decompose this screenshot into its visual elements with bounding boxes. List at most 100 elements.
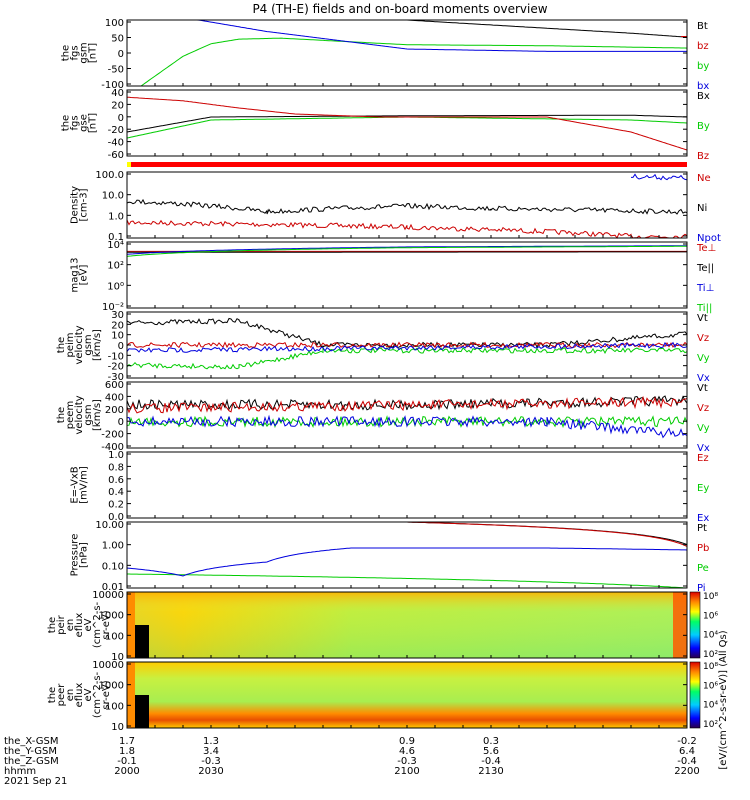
panel-density: Ne Ni Npot 100.0 10.0 1.0 0.1 Density[cm-3]: [70, 170, 721, 244]
y-tick-label: 0.1: [108, 232, 124, 243]
y-axis-label: E=-VxB[mV/m]: [70, 466, 90, 504]
y-axis-label-line: fgs: [70, 115, 81, 130]
series-line-Ti: [126, 245, 687, 255]
x-axis-tick-value: 1.3: [203, 736, 219, 747]
panel-frame: [126, 381, 688, 449]
y-tick-label: 0.4: [108, 487, 124, 498]
data-gap: [135, 625, 149, 658]
series-line-Pe: [127, 573, 688, 589]
y-tick-label: 100.0: [95, 170, 124, 181]
y-axis-label-line: [km/s]: [92, 329, 103, 361]
y-tick-label: -200: [101, 430, 124, 441]
legend-label: Bt: [697, 21, 708, 32]
y-axis-label-line: (cm^2-s-: [92, 671, 103, 718]
series-line-Pi: [126, 547, 688, 577]
y-tick-label: 0: [118, 341, 124, 352]
x-axis-tick-value: -0.4: [677, 756, 697, 767]
y-axis-label-line: E=-VxB: [70, 466, 81, 503]
legend-label: Bx: [697, 91, 710, 102]
colorbar-strip: [689, 591, 701, 659]
y-tick-label: -100: [101, 80, 124, 91]
x-axis-tick-value: 2130: [478, 766, 503, 777]
legend-label: Ne: [697, 173, 711, 184]
series-line-Npot: [631, 173, 688, 181]
legend-label: Pe: [697, 563, 709, 574]
series-line-Vt: [126, 395, 688, 411]
panel-fgs_gsm: Bt bz by bx 100 50 0 -50 -100 thefgsgsm[nT]: [61, 18, 710, 92]
y-axis-label: Pressure[nPa]: [70, 534, 90, 577]
y-axis-label-line: gsm: [83, 404, 94, 425]
x-axis-tick-value: -0.4: [481, 756, 501, 767]
y-tick-label: 1000: [99, 681, 124, 692]
y-axis-label-line: velocity: [74, 395, 85, 434]
x-axis-tick-value: 2030: [198, 766, 223, 777]
y-axis-label-line: eflux: [74, 613, 85, 638]
series-line-Vz: [126, 395, 688, 414]
y-axis-label: mag13[eV]: [70, 258, 90, 293]
series-line-Vt: [126, 317, 688, 349]
series-line-Bx: [126, 114, 688, 133]
series-line-Vx: [126, 341, 688, 353]
y-axis-label: thepeemvelocitygsm[km/s]: [56, 395, 103, 434]
spectrogram-image: [127, 662, 687, 728]
y-tick-label: 1.0: [108, 211, 124, 222]
y-tick-label: 10000: [92, 590, 124, 601]
series-line-Pt: [406, 521, 688, 545]
series-line-Ti: [126, 245, 687, 257]
y-axis-label: thepeimvelocitygsm[km/s]: [56, 325, 103, 364]
x-axis-tick-value: 0.3: [483, 736, 499, 747]
panel-pressure: Pt Pb Pe Pi 10.00 1.00 0.10 0.01 Pressure[nPa]: [70, 520, 710, 594]
colorbar: 10⁸ 10⁶ 10⁴ 10²: [689, 661, 718, 730]
colorbar-tick-label: 10²: [703, 720, 718, 730]
y-axis-label-line: the: [47, 617, 58, 633]
y-tick-label: -40: [108, 138, 124, 149]
y-axis-label: thefgsgse[nT]: [61, 113, 99, 133]
panel-temperature: Te⊥ Te|| Ti⊥ Ti|| 10⁴ 10² 10⁰ 10⁻² mag13[eV]: [70, 240, 717, 314]
legend-label: Vy: [697, 423, 710, 434]
y-tick-label: 10.0: [102, 191, 124, 202]
x-axis-tick-value: 2200: [674, 766, 699, 777]
y-tick-label: -20: [108, 125, 124, 136]
y-axis-label-line: en: [65, 619, 76, 632]
y-tick-label: 10⁻²: [102, 302, 124, 313]
y-axis-label-line: [km/s]: [92, 399, 103, 431]
y-tick-label: 10: [111, 722, 124, 733]
series-line-Ni: [126, 198, 688, 215]
y-axis-label-line: peem: [65, 401, 76, 429]
mode-bar-red: [127, 162, 687, 167]
y-axis-label-line: [eV]: [79, 265, 90, 286]
legend-label: by: [697, 61, 709, 72]
x-axis-tick-value: 5.6: [483, 746, 499, 757]
legend-label: Pt: [697, 523, 707, 534]
y-tick-label: 10.00: [95, 520, 124, 531]
x-axis-tick-value: 1.8: [119, 746, 135, 757]
y-tick-label: 10⁴: [107, 240, 124, 251]
series-line-Vz: [126, 341, 688, 349]
panel-efield: Ez Ey Ex 1.00.8 0.60.4 0.20.0 E=-VxB[mV/m]: [70, 450, 710, 524]
spectrogram-overlay: [127, 592, 687, 658]
y-tick-label: 0.01: [102, 582, 124, 593]
y-axis-label-line: the: [61, 115, 72, 131]
legend-label: bx: [697, 81, 709, 92]
legend-label: By: [697, 121, 710, 132]
colorbar-tick-label: 10⁸: [703, 592, 718, 602]
y-axis-label-line: (cm^2-s-: [92, 601, 103, 648]
y-axis-label-line: the: [56, 337, 67, 353]
y-axis-label: Density[cm-3]: [70, 186, 90, 224]
y-tick-label: -60: [108, 150, 124, 161]
mode-bar-yellow: [127, 162, 131, 167]
colorbar: 10⁸ 10⁶ 10⁴ 10²: [689, 591, 718, 660]
y-tick-label: -50: [108, 65, 124, 76]
spectrogram-edge-band: [673, 592, 687, 658]
spectrogram-start-band: [127, 662, 135, 728]
y-axis-label-line: Pressure: [70, 534, 81, 577]
y-tick-label: 100: [105, 18, 124, 29]
y-tick-label: -400: [101, 442, 124, 453]
x-axis-tick-value: 2100: [394, 766, 419, 777]
y-axis-label-line: peir: [56, 614, 67, 634]
y-axis-label-line: peer: [56, 683, 67, 707]
y-axis-label: thefgsgsm[nT]: [61, 42, 99, 63]
